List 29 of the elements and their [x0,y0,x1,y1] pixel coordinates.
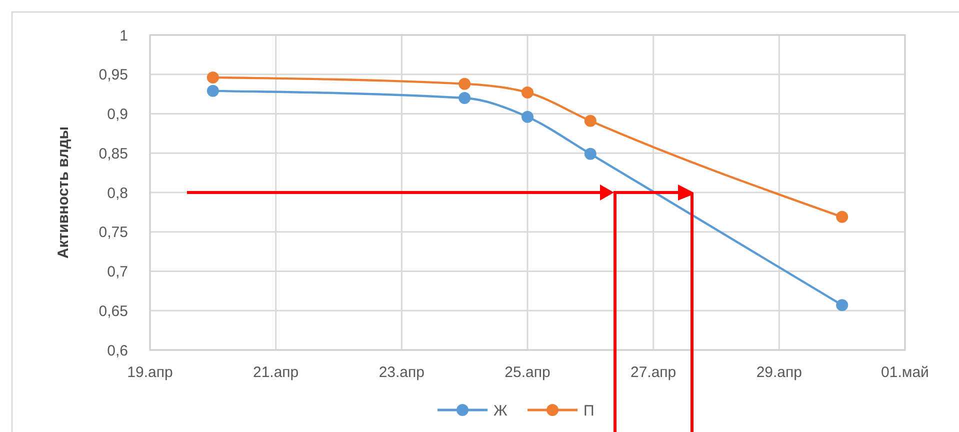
point [458,78,471,90]
point [836,299,848,312]
point [522,110,534,123]
point [584,148,596,160]
point [458,92,471,104]
point [522,86,534,98]
legend-label: Ж [494,402,508,420]
y-tick-label: 0,7 [107,264,128,280]
point [584,114,596,127]
legend-label: П [584,402,594,420]
y-tick-label: 0,85 [98,145,128,162]
y-tick-label: 0,6 [107,342,128,360]
x-tick-label: 29.апр [756,364,802,381]
x-tick-label: 19.апр [127,364,173,381]
y-tick-label: 0,65 [98,302,128,320]
y-tick-label: 0,75 [98,224,128,242]
y-tick-label: 1 [120,27,128,44]
x-tick-label: 25.апр [504,364,550,381]
y-axis-title: Активность влды [55,126,72,259]
point [206,72,219,84]
x-tick-label: 21.апр [252,364,299,381]
x-tick-label: 23.апр [378,364,425,381]
y-tick-label: 0,95 [98,66,128,84]
x-tick-label: 01.май [881,364,929,381]
y-tick-label: 0,9 [107,106,128,123]
y-tick-label: 0,8 [107,184,128,202]
point [836,210,848,223]
point [206,84,219,97]
x-tick-label: 27.апр [630,364,676,381]
